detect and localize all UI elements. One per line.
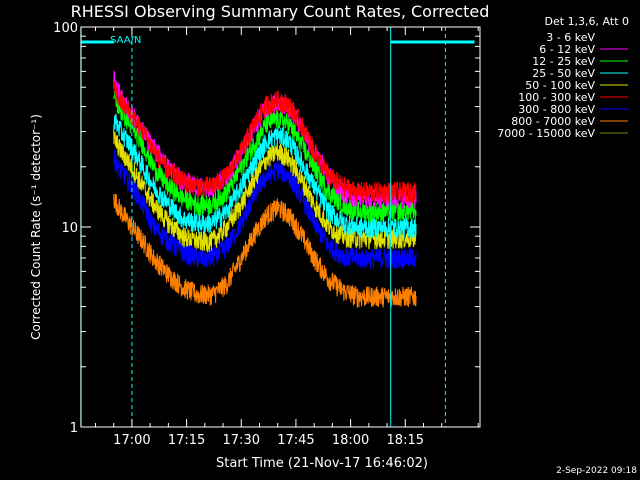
legend-label: 3 - 6 keV [546, 31, 595, 44]
series-line-0 [113, 43, 417, 90]
series-layer [113, 43, 417, 309]
y-tick-label: 100 [53, 21, 78, 36]
series-line-6 [113, 150, 417, 270]
legend-label: 7000 - 15000 keV [497, 127, 595, 140]
x-tick-label: 18:15 [387, 433, 424, 448]
y-tick-label: 10 [61, 221, 78, 236]
x-tick-label: 17:45 [277, 433, 314, 448]
x-tick-label: 17:15 [168, 433, 205, 448]
legend-label: 12 - 25 keV [532, 55, 595, 68]
y-axis-label: Corrected Count Rate (s⁻¹ detector⁻¹) [29, 114, 43, 340]
series-line-4 [113, 129, 417, 253]
chart-title: RHESSI Observing Summary Count Rates, Co… [71, 2, 490, 21]
y-tick-label: 1 [70, 421, 78, 436]
timestamp: 2-Sep-2022 09:18 [556, 466, 637, 476]
axes: 17:00 17:15 17:30 17:45 18:00 18:15 1 10 100 [53, 21, 480, 448]
x-tick-label: 18:00 [332, 433, 369, 448]
saa-annotation: SAA/N [110, 35, 141, 46]
legend-label: 50 - 100 keV [525, 79, 595, 92]
series-line-5 [113, 81, 417, 204]
legend-label: 800 - 7000 keV [511, 115, 595, 128]
plot-frame [80, 26, 481, 428]
series-line-2 [113, 90, 417, 223]
legend-label: 100 - 300 keV [518, 91, 595, 104]
x-tick-label: 17:30 [223, 433, 260, 448]
legend-label: 6 - 12 keV [539, 43, 595, 56]
legend-label: 300 - 800 keV [518, 103, 595, 116]
series-line-7 [113, 193, 417, 309]
legend-label: 25 - 50 keV [532, 67, 595, 80]
series-line-3 [113, 113, 417, 239]
x-tick-label: 17:00 [113, 433, 150, 448]
x-axis-label: Start Time (21-Nov-17 16:46:02) [216, 456, 428, 471]
legend-title: Det 1,3,6, Att 0 [545, 15, 629, 28]
